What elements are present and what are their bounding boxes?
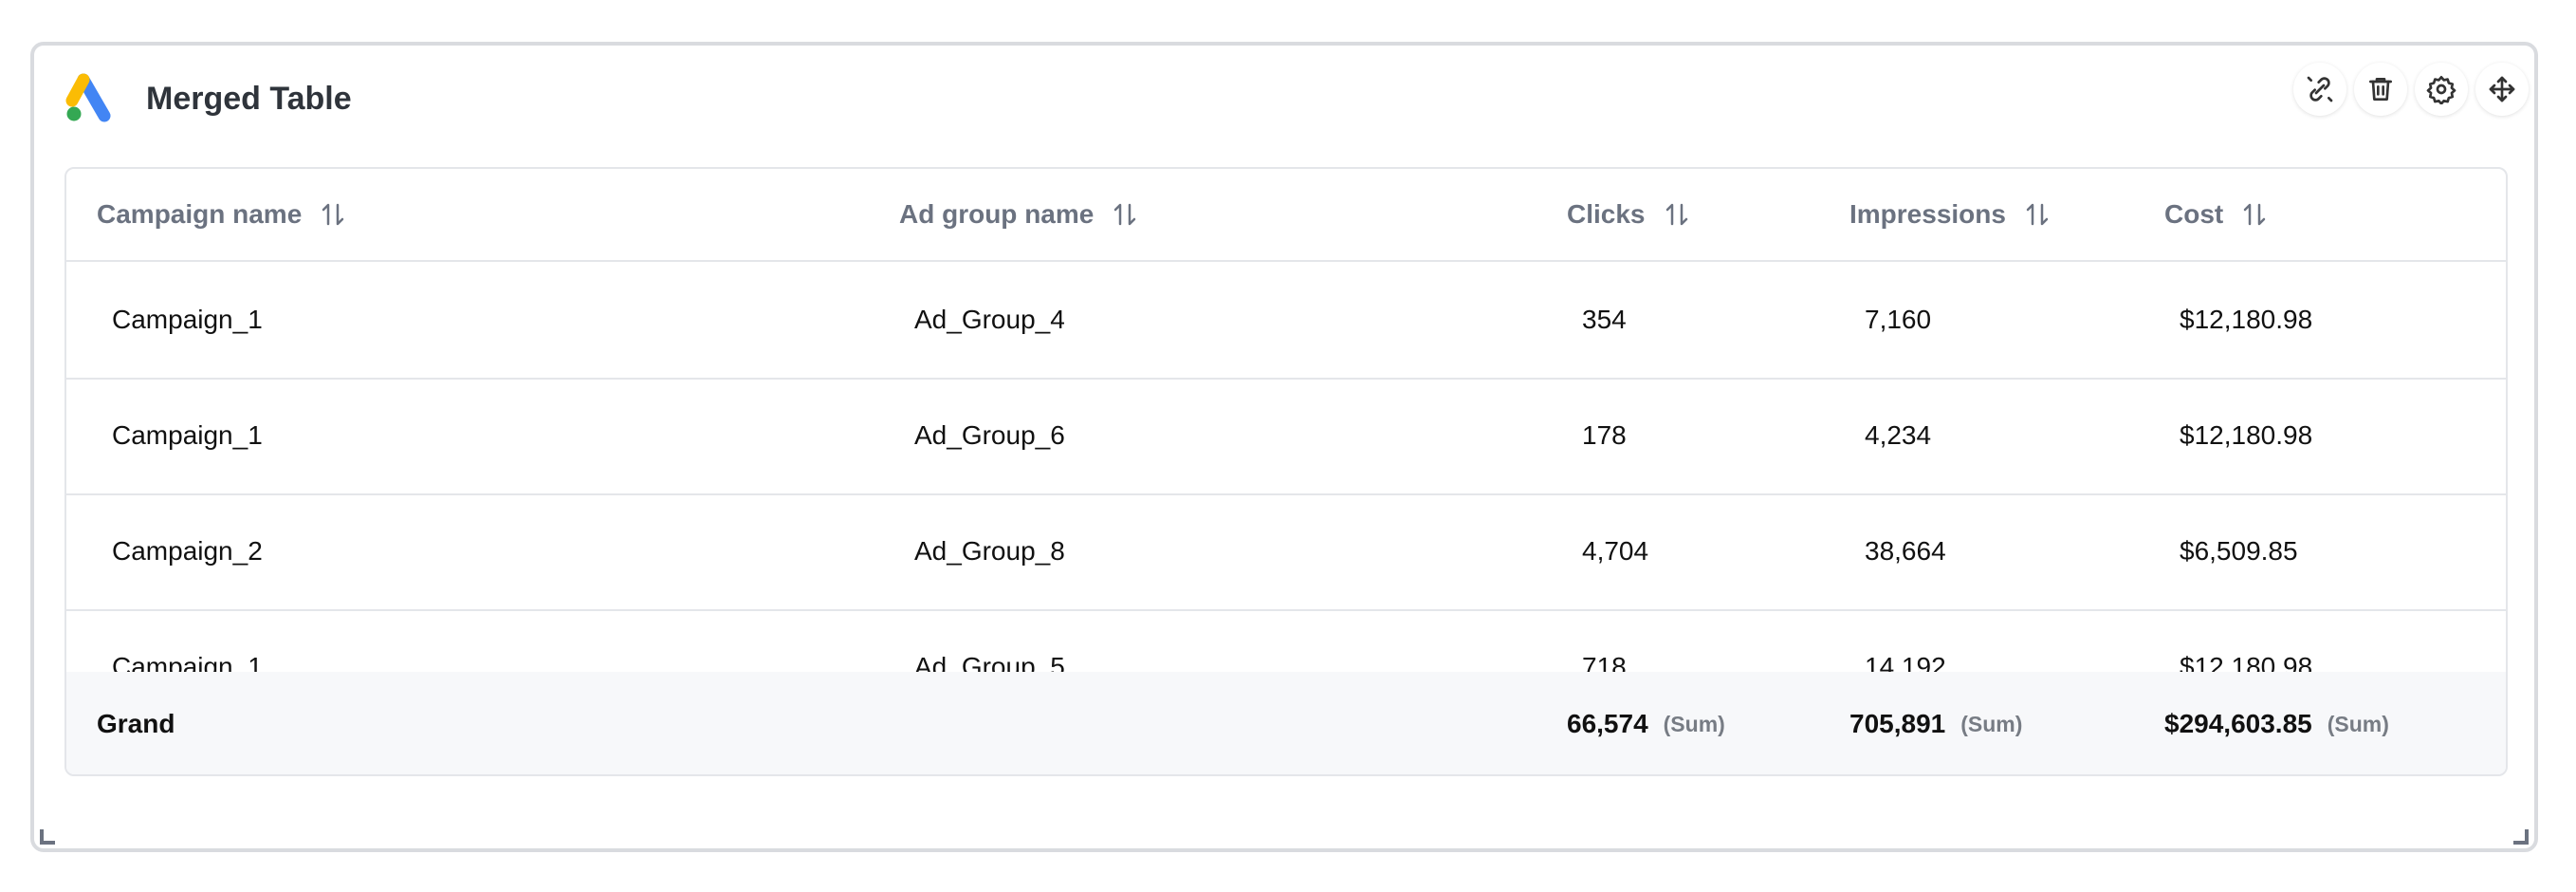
cell-cost: $12,180.98	[2180, 305, 2313, 334]
merged-data-table: Campaign name Ad group name Clicks Impre…	[64, 167, 2508, 776]
cell-cost: $12,180.98	[2180, 420, 2313, 450]
cell-impressions: 38,664	[1865, 536, 1946, 566]
unlink-button[interactable]	[2293, 63, 2346, 116]
total-clicks: 66,574 (Sum)	[1567, 709, 1725, 738]
cell-impressions: 14,192	[1865, 652, 1946, 679]
column-header-impressions[interactable]: Impressions	[1849, 169, 2052, 260]
move-button[interactable]	[2475, 63, 2529, 116]
table-row: Campaign_2 Ad_Group_8 4,704 38,664 $6,50…	[66, 493, 2506, 611]
widget-toolbar	[2293, 63, 2529, 116]
column-header-cost[interactable]: Cost	[2164, 169, 2269, 260]
table-row: Campaign_1 Ad_Group_6 178 4,234 $12,180.…	[66, 378, 2506, 495]
google-ads-icon	[63, 72, 116, 125]
move-icon	[2489, 76, 2515, 102]
cell-campaign-name: Campaign_2	[112, 536, 263, 566]
table-row: Campaign_1 Ad_Group_4 354 7,160 $12,180.…	[66, 262, 2506, 380]
table-footer-totals: Grand 66,574 (Sum) 705,891 (Sum) $294,60…	[66, 672, 2506, 774]
table-body[interactable]: Campaign_1 Ad_Group_4 354 7,160 $12,180.…	[66, 262, 2506, 679]
merged-table-widget: Merged Table	[30, 42, 2538, 852]
aggregation-label: (Sum)	[2327, 711, 2389, 736]
unlink-icon	[2307, 76, 2333, 102]
cell-campaign-name: Campaign_1	[112, 652, 263, 679]
cell-ad-group-name: Ad_Group_4	[914, 305, 1065, 334]
sort-arrows-icon[interactable]	[1111, 200, 1139, 229]
cell-campaign-name: Campaign_1	[112, 420, 263, 450]
cell-impressions: 7,160	[1865, 305, 1932, 334]
cell-clicks: 718	[1582, 652, 1627, 679]
total-impressions: 705,891 (Sum)	[1849, 709, 2023, 738]
sort-arrows-icon[interactable]	[2023, 200, 2052, 229]
resize-handle-bottom-right[interactable]	[2513, 829, 2529, 845]
table-row: Campaign_1 Ad_Group_5 718 14,192 $12,180…	[66, 609, 2506, 679]
cell-ad-group-name: Ad_Group_6	[914, 420, 1065, 450]
cell-cost: $12,180.98	[2180, 652, 2313, 679]
cell-cost: $6,509.85	[2180, 536, 2298, 566]
cell-impressions: 4,234	[1865, 420, 1932, 450]
grand-total-label: Grand	[97, 709, 175, 738]
sort-arrows-icon[interactable]	[2240, 200, 2269, 229]
sort-arrows-icon[interactable]	[1663, 200, 1691, 229]
trash-icon	[2369, 78, 2392, 101]
cell-campaign-name: Campaign_1	[112, 305, 263, 334]
column-header-clicks[interactable]: Clicks	[1567, 169, 1691, 260]
table-header: Campaign name Ad group name Clicks Impre…	[66, 169, 2506, 262]
column-header-ad-group-name[interactable]: Ad group name	[899, 169, 1139, 260]
cell-clicks: 4,704	[1582, 536, 1649, 566]
cell-ad-group-name: Ad_Group_5	[914, 652, 1065, 679]
aggregation-label: (Sum)	[1663, 711, 1725, 736]
settings-button[interactable]	[2415, 63, 2468, 116]
gear-icon	[2426, 76, 2456, 104]
sort-arrows-icon[interactable]	[319, 200, 347, 229]
cell-ad-group-name: Ad_Group_8	[914, 536, 1065, 566]
cell-clicks: 354	[1582, 305, 1627, 334]
delete-button[interactable]	[2354, 63, 2407, 116]
column-header-campaign-name[interactable]: Campaign name	[97, 169, 347, 260]
aggregation-label: (Sum)	[1960, 711, 2023, 736]
total-cost: $294,603.85 (Sum)	[2164, 709, 2389, 738]
resize-handle-bottom-left[interactable]	[40, 829, 55, 845]
cell-clicks: 178	[1582, 420, 1627, 450]
widget-title: Merged Table	[146, 81, 352, 117]
